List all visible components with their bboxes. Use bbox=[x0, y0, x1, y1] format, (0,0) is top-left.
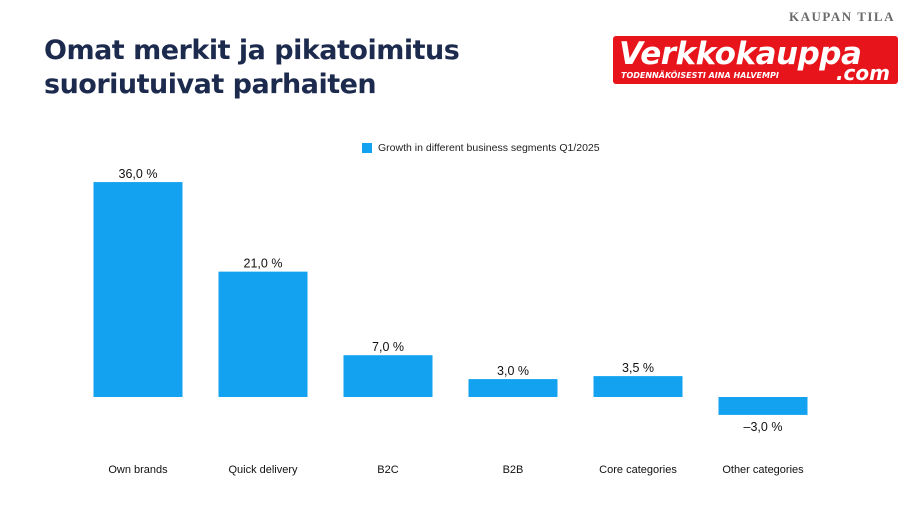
value-label: 7,0 % bbox=[372, 340, 404, 354]
category-label: Own brands bbox=[108, 464, 168, 476]
value-label: 36,0 % bbox=[119, 167, 158, 181]
bar-other-categories bbox=[718, 397, 808, 415]
value-label: –3,0 % bbox=[744, 420, 783, 434]
logo-wordmark: Verkkokauppa bbox=[619, 36, 862, 72]
value-label: 3,0 % bbox=[497, 364, 529, 378]
value-label: 3,5 % bbox=[622, 361, 654, 375]
logo-domain: .com bbox=[835, 61, 890, 84]
bar-quick-delivery bbox=[218, 271, 308, 397]
brand-tag: KAUPAN TILA bbox=[789, 9, 895, 24]
verkkokauppa-logo: Verkkokauppa TODENNÄKÖISESTI AINA HALVEM… bbox=[613, 36, 898, 84]
logo-tagline: TODENNÄKÖISESTI AINA HALVEMPI bbox=[621, 71, 779, 80]
bar-own-brands bbox=[93, 182, 183, 397]
legend-label: Growth in different business segments Q1… bbox=[378, 142, 600, 154]
category-label: Core categories bbox=[599, 464, 677, 476]
category-label: Other categories bbox=[722, 464, 804, 476]
title-line-2: suoriutuivat parhaiten bbox=[44, 69, 377, 100]
chart-legend: Growth in different business segments Q1… bbox=[362, 142, 600, 154]
legend-swatch bbox=[362, 143, 372, 153]
page-title: Omat merkit ja pikatoimitus suoriutuivat… bbox=[44, 34, 460, 102]
bar-core-categories bbox=[593, 376, 683, 397]
title-line-1: Omat merkit ja pikatoimitus bbox=[44, 35, 460, 66]
value-label: 21,0 % bbox=[244, 257, 283, 271]
category-label: B2C bbox=[377, 464, 398, 476]
category-label: Quick delivery bbox=[228, 464, 298, 476]
category-label: B2B bbox=[503, 464, 524, 476]
bar-b2b bbox=[468, 379, 558, 397]
bar-b2c bbox=[343, 355, 433, 397]
